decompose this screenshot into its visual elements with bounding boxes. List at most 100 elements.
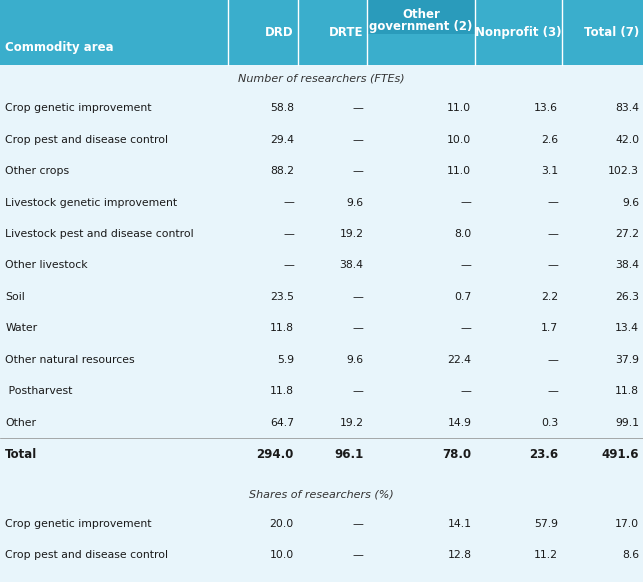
Text: government (2): government (2) [370, 20, 473, 33]
Bar [0, 218, 643, 250]
Text: 99.1: 99.1 [615, 417, 639, 428]
Text: 102.3: 102.3 [608, 166, 639, 176]
Text: 13.6: 13.6 [534, 103, 558, 113]
Text: —: — [352, 519, 363, 529]
Text: Postharvest: Postharvest [5, 386, 73, 396]
Text: Commodity area: Commodity area [5, 41, 114, 54]
Bar [0, 0, 643, 65]
Text: 10.0: 10.0 [447, 134, 471, 145]
Text: Total (7): Total (7) [584, 26, 639, 39]
Text: —: — [460, 386, 471, 396]
Text: 0.7: 0.7 [454, 292, 471, 302]
Text: 1.7: 1.7 [541, 323, 558, 333]
Text: 2.2: 2.2 [541, 292, 558, 302]
Text: Crop genetic improvement: Crop genetic improvement [5, 103, 152, 113]
Bar [0, 508, 643, 540]
Bar [0, 124, 643, 155]
Text: 11.8: 11.8 [270, 323, 294, 333]
Text: 294.0: 294.0 [257, 448, 294, 461]
Bar [0, 155, 643, 187]
Text: 20.0: 20.0 [269, 519, 294, 529]
Text: 14.9: 14.9 [448, 417, 471, 428]
Text: DRD: DRD [265, 26, 294, 39]
Text: 58.8: 58.8 [270, 103, 294, 113]
Text: —: — [547, 229, 558, 239]
Text: —: — [352, 134, 363, 145]
Text: 22.4: 22.4 [448, 354, 471, 365]
Bar [367, 0, 475, 34]
Text: 10.0: 10.0 [269, 550, 294, 560]
Text: 38.4: 38.4 [615, 260, 639, 271]
Text: 3.1: 3.1 [541, 166, 558, 176]
Text: 42.0: 42.0 [615, 134, 639, 145]
Bar [0, 344, 643, 375]
Text: Crop pest and disease control: Crop pest and disease control [5, 550, 168, 560]
Text: 64.7: 64.7 [270, 417, 294, 428]
Text: 27.2: 27.2 [615, 229, 639, 239]
Text: 17.0: 17.0 [615, 519, 639, 529]
Text: 14.1: 14.1 [448, 519, 471, 529]
Text: 5.9: 5.9 [276, 354, 294, 365]
Text: —: — [352, 166, 363, 176]
Text: —: — [547, 354, 558, 365]
Text: 57.9: 57.9 [534, 519, 558, 529]
Text: 23.6: 23.6 [529, 448, 558, 461]
Text: —: — [460, 260, 471, 271]
Text: DRTE: DRTE [329, 26, 363, 39]
Text: 11.8: 11.8 [270, 386, 294, 396]
Text: —: — [460, 323, 471, 333]
Text: Crop pest and disease control: Crop pest and disease control [5, 134, 168, 145]
Text: 2.6: 2.6 [541, 134, 558, 145]
Text: 29.4: 29.4 [270, 134, 294, 145]
Text: 9.6: 9.6 [346, 197, 363, 208]
Bar [0, 480, 643, 508]
Text: 11.0: 11.0 [447, 166, 471, 176]
Text: 11.8: 11.8 [615, 386, 639, 396]
Text: 13.4: 13.4 [615, 323, 639, 333]
Bar [0, 375, 643, 407]
Text: Other livestock: Other livestock [5, 260, 87, 271]
Text: Soil: Soil [5, 292, 25, 302]
Text: 78.0: 78.0 [442, 448, 471, 461]
Text: 23.5: 23.5 [270, 292, 294, 302]
Text: Livestock pest and disease control: Livestock pest and disease control [5, 229, 194, 239]
Text: Other crops: Other crops [5, 166, 69, 176]
Text: —: — [547, 386, 558, 396]
Text: —: — [352, 292, 363, 302]
Bar [0, 313, 643, 344]
Text: —: — [352, 550, 363, 560]
Text: 8.6: 8.6 [622, 550, 639, 560]
Bar [0, 407, 643, 438]
Text: 11.0: 11.0 [447, 103, 471, 113]
Text: 8.0: 8.0 [454, 229, 471, 239]
Text: 96.1: 96.1 [334, 448, 363, 461]
Text: 491.6: 491.6 [602, 448, 639, 461]
Text: —: — [460, 197, 471, 208]
Text: 11.2: 11.2 [534, 550, 558, 560]
Text: 12.8: 12.8 [448, 550, 471, 560]
Bar [0, 93, 643, 124]
Text: —: — [283, 197, 294, 208]
Text: Other natural resources: Other natural resources [5, 354, 135, 365]
Text: Total: Total [5, 448, 37, 461]
Bar [0, 281, 643, 313]
Bar [0, 438, 643, 471]
Text: 88.2: 88.2 [270, 166, 294, 176]
Bar [0, 540, 643, 571]
Text: —: — [352, 386, 363, 396]
Bar [0, 187, 643, 218]
Text: 26.3: 26.3 [615, 292, 639, 302]
Text: 9.6: 9.6 [346, 354, 363, 365]
Text: 38.4: 38.4 [340, 260, 363, 271]
Text: Crop genetic improvement: Crop genetic improvement [5, 519, 152, 529]
Text: Other: Other [5, 417, 36, 428]
Text: 83.4: 83.4 [615, 103, 639, 113]
Bar [0, 250, 643, 281]
Text: Number of researchers (FTEs): Number of researchers (FTEs) [238, 73, 405, 84]
Text: —: — [283, 260, 294, 271]
Text: Nonprofit (3): Nonprofit (3) [475, 26, 562, 39]
Text: Water: Water [5, 323, 37, 333]
Text: Livestock genetic improvement: Livestock genetic improvement [5, 197, 177, 208]
Text: 19.2: 19.2 [340, 417, 363, 428]
Text: 37.9: 37.9 [615, 354, 639, 365]
